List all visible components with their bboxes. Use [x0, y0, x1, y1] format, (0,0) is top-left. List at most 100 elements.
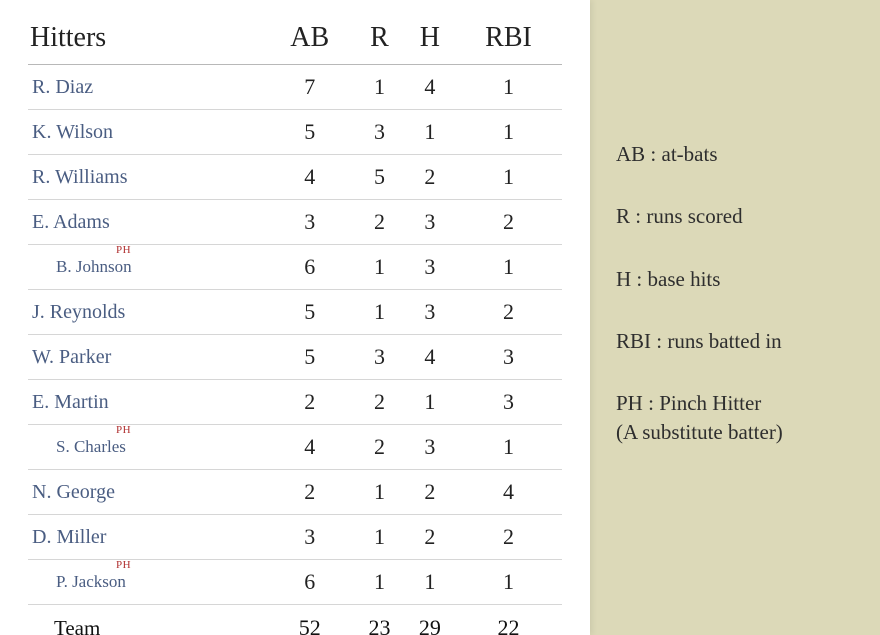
- stat-rbi: 2: [455, 515, 562, 560]
- hitters-table: Hitters AB R H RBI R. Diaz7141K. Wilson5…: [28, 18, 562, 635]
- player-name: N. George: [28, 470, 265, 515]
- team-label: Team: [28, 605, 265, 635]
- table-row: N. George2124: [28, 470, 562, 515]
- player-name: E. Martin: [28, 380, 265, 425]
- stat-h: 3: [405, 245, 455, 290]
- table-row: E. Adams3232: [28, 200, 562, 245]
- stat-rbi: 2: [455, 200, 562, 245]
- col-h: H: [405, 18, 455, 65]
- col-rbi: RBI: [455, 18, 562, 65]
- table-body: R. Diaz7141K. Wilson5311R. Williams4521E…: [28, 65, 562, 635]
- player-name: R. Williams: [28, 155, 265, 200]
- player-name: P. JacksonPH: [28, 560, 265, 605]
- stat-r: 3: [354, 335, 404, 380]
- stat-rbi: 1: [455, 425, 562, 470]
- stat-h: 1: [405, 110, 455, 155]
- stat-h: 2: [405, 470, 455, 515]
- stat-h: 2: [405, 515, 455, 560]
- legend-key: RBI :: [616, 327, 662, 355]
- player-name: E. Adams: [28, 200, 265, 245]
- stat-ab: 6: [265, 245, 354, 290]
- col-r: R: [354, 18, 404, 65]
- legend-value-2: (A substitute batter): [616, 420, 783, 444]
- stat-ab: 2: [265, 470, 354, 515]
- stat-r: 2: [354, 380, 404, 425]
- stat-rbi: 3: [455, 380, 562, 425]
- stat-ab: 3: [265, 515, 354, 560]
- table-header-row: Hitters AB R H RBI: [28, 18, 562, 65]
- stat-h: 4: [405, 65, 455, 110]
- stat-rbi: 1: [455, 65, 562, 110]
- stat-rbi: 2: [455, 290, 562, 335]
- legend-row: AB : at-bats: [616, 140, 862, 168]
- legend-key: PH :: [616, 389, 654, 417]
- player-name: D. Miller: [28, 515, 265, 560]
- stat-r: 5: [354, 155, 404, 200]
- table-row: E. Martin2213: [28, 380, 562, 425]
- legend-value: runs scored: [646, 204, 742, 228]
- stat-h: 2: [405, 155, 455, 200]
- stat-rbi: 1: [455, 155, 562, 200]
- legend-key: H :: [616, 265, 642, 293]
- team-ab: 52: [265, 605, 354, 635]
- legend-value: at-bats: [662, 142, 718, 166]
- table-row: J. Reynolds5132: [28, 290, 562, 335]
- stat-h: 3: [405, 290, 455, 335]
- table-row: D. Miller3122: [28, 515, 562, 560]
- stat-rbi: 3: [455, 335, 562, 380]
- legend-row: R : runs scored: [616, 202, 862, 230]
- stat-r: 1: [354, 245, 404, 290]
- player-name: R. Diaz: [28, 65, 265, 110]
- legend: AB : at-bats R : runs scored H : base hits…: [590, 0, 880, 635]
- legend-key: AB :: [616, 140, 656, 168]
- team-rbi: 22: [455, 605, 562, 635]
- table-row: K. Wilson5311: [28, 110, 562, 155]
- stat-r: 1: [354, 560, 404, 605]
- team-r: 23: [354, 605, 404, 635]
- stat-rbi: 4: [455, 470, 562, 515]
- stat-ab: 4: [265, 155, 354, 200]
- table-row: R. Diaz7141: [28, 65, 562, 110]
- player-name: W. Parker: [28, 335, 265, 380]
- legend-value: runs batted in: [667, 329, 781, 353]
- stat-ab: 2: [265, 380, 354, 425]
- stat-r: 1: [354, 515, 404, 560]
- player-name: K. Wilson: [28, 110, 265, 155]
- pinch-hitter-tag: PH: [116, 559, 131, 571]
- col-hitters: Hitters: [28, 18, 265, 65]
- stat-rbi: 1: [455, 560, 562, 605]
- table-row: S. CharlesPH4231: [28, 425, 562, 470]
- stat-ab: 6: [265, 560, 354, 605]
- legend-value: base hits: [648, 267, 721, 291]
- stats-card: Hitters AB R H RBI R. Diaz7141K. Wilson5…: [0, 0, 590, 635]
- col-ab: AB: [265, 18, 354, 65]
- stat-rbi: 1: [455, 110, 562, 155]
- stat-r: 2: [354, 200, 404, 245]
- stat-rbi: 1: [455, 245, 562, 290]
- player-name: J. Reynolds: [28, 290, 265, 335]
- pinch-hitter-tag: PH: [116, 244, 131, 256]
- legend-row: RBI : runs batted in: [616, 327, 862, 355]
- stat-h: 4: [405, 335, 455, 380]
- table-row: R. Williams4521: [28, 155, 562, 200]
- stat-ab: 7: [265, 65, 354, 110]
- stat-ab: 5: [265, 110, 354, 155]
- team-total-row: Team52232922: [28, 605, 562, 635]
- team-h: 29: [405, 605, 455, 635]
- table-row: P. JacksonPH6111: [28, 560, 562, 605]
- stat-h: 3: [405, 200, 455, 245]
- stat-ab: 5: [265, 335, 354, 380]
- pinch-hitter-tag: PH: [116, 424, 131, 436]
- table-row: W. Parker5343: [28, 335, 562, 380]
- player-name: S. CharlesPH: [28, 425, 265, 470]
- stat-r: 2: [354, 425, 404, 470]
- legend-row: PH : Pinch Hitter (A substitute batter): [616, 389, 862, 446]
- legend-row: H : base hits: [616, 265, 862, 293]
- stat-h: 3: [405, 425, 455, 470]
- legend-value: Pinch Hitter: [659, 391, 761, 415]
- player-name: B. JohnsonPH: [28, 245, 265, 290]
- stat-r: 1: [354, 470, 404, 515]
- stat-r: 1: [354, 290, 404, 335]
- legend-key: R :: [616, 202, 641, 230]
- stat-ab: 4: [265, 425, 354, 470]
